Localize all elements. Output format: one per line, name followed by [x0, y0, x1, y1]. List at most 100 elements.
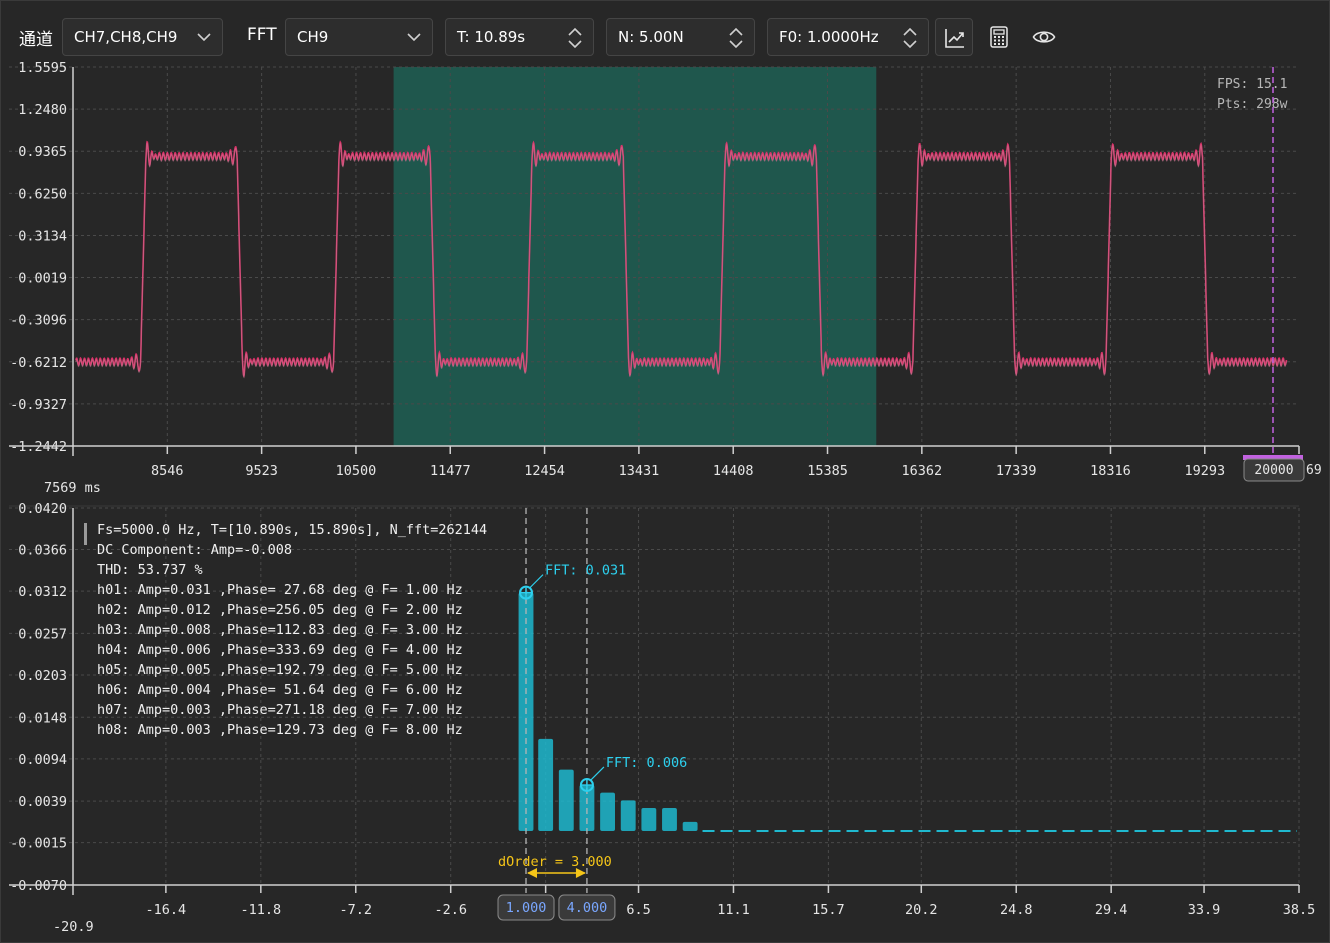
fft-bar — [579, 784, 595, 831]
fft-info-line: h05: Amp=0.005 ,Phase=192.79 deg @ F= 5.… — [97, 662, 463, 678]
fft-x-tick-label: 6.5 — [626, 902, 650, 918]
fft-cursor-tag — [497, 894, 555, 921]
fft-x-tick-label: -7.2 — [340, 902, 373, 918]
info-scroll-handle — [84, 523, 87, 545]
dorder-arrow-head-right — [575, 868, 586, 878]
fft-bar — [600, 792, 615, 831]
time-marker-tail-label: 69 — [1306, 463, 1322, 478]
n-spinbox[interactable]: N: 5.00N — [606, 18, 755, 56]
fft-x-tick-label: 20.2 — [905, 902, 938, 918]
time-marker-value: 20000 — [1254, 463, 1293, 478]
fft-x-start-label: -20.9 — [53, 919, 94, 935]
channel-label: 通道 — [19, 30, 53, 50]
dorder-label: dOrder = 3.000 — [498, 854, 612, 870]
time-x-start-label: 7569 ms — [44, 480, 101, 496]
dorder-arrow-head-left — [527, 868, 538, 878]
fft-cursor-leader — [529, 574, 544, 589]
time-x-tick-label: 15385 — [807, 463, 848, 479]
fft-x-tick-label: 38.5 — [1283, 902, 1316, 918]
ch8-signal-trace — [75, 142, 1287, 379]
fps-readout: FPS: 15.1 — [1217, 77, 1287, 92]
fft-cursor-tag-value: 4.000 — [567, 900, 608, 916]
time-marker-bar — [1243, 455, 1303, 460]
fft-cursor-marker — [519, 585, 534, 600]
time-y-tick-label: 1.2480 — [18, 102, 67, 118]
fft-info-line: THD: 53.737 % — [97, 562, 203, 578]
channel-select-value: CH7,CH8,CH9 — [74, 28, 178, 46]
fft-info-line: h07: Amp=0.003 ,Phase=271.18 deg @ F= 7.… — [97, 702, 463, 718]
fft-x-tick-label: -11.8 — [241, 902, 282, 918]
fft-cursor-tag — [558, 894, 616, 921]
fft-y-tick-label: 0.0420 — [18, 501, 67, 517]
fft-x-tick-label: -16.4 — [146, 902, 187, 918]
fft-cursor-leader — [590, 766, 605, 781]
fft-channel-select[interactable]: CH9 — [285, 18, 433, 56]
fft-x-tick-label: 15.7 — [812, 902, 845, 918]
f0-spinbox[interactable]: F0: 1.0000Hz — [767, 18, 929, 56]
fft-bar — [558, 769, 574, 831]
fft-info-line: h02: Amp=0.012 ,Phase=256.05 deg @ F= 2.… — [97, 602, 463, 618]
fft-info-line: h01: Amp=0.031 ,Phase= 27.68 deg @ F= 1.… — [97, 582, 463, 598]
fft-cursor-label: FFT: 0.006 — [606, 755, 687, 771]
time-y-tick-label: -0.9327 — [10, 397, 67, 413]
t-spinbox-value: T: 10.89s — [457, 28, 526, 46]
time-x-tick-label: 16362 — [902, 463, 943, 479]
fft-y-tick-label: 0.0094 — [18, 752, 67, 768]
fft-bar — [620, 800, 636, 831]
channel-select[interactable]: CH7,CH8,CH9 — [62, 18, 223, 56]
fft-info-line: h03: Amp=0.008 ,Phase=112.83 deg @ F= 3.… — [97, 622, 463, 638]
fft-bar — [538, 738, 554, 831]
time-y-tick-label: 0.0019 — [18, 271, 67, 287]
time-x-tick-label: 18316 — [1090, 463, 1131, 479]
time-x-tick-label: 17339 — [996, 463, 1037, 479]
fft-y-tick-label: 0.0312 — [18, 584, 67, 600]
fft-y-tick-label: 0.0366 — [18, 543, 67, 559]
fft-info-line: Fs=5000.0 Hz, T=[10.890s, 15.890s], N_ff… — [97, 522, 487, 538]
fft-y-tick-label: 0.0148 — [18, 710, 67, 726]
time-x-tick-label: 10500 — [336, 463, 377, 479]
fft-bar — [662, 808, 677, 831]
time-marker-tag — [1243, 458, 1305, 482]
fft-bar — [641, 808, 657, 831]
fft-y-tick-label: 0.0039 — [18, 794, 67, 810]
fft-cursor-label: FFT: 0.031 — [545, 563, 626, 579]
spin-arrows-icon[interactable] — [567, 26, 583, 50]
fft-y-tick-label: -0.0070 — [10, 878, 67, 894]
fft-info-line: DC Component: Amp=-0.008 — [97, 542, 292, 558]
t-spinbox[interactable]: T: 10.89s — [445, 18, 594, 56]
time-y-tick-label: 0.6250 — [18, 186, 67, 202]
fft-info-line: h06: Amp=0.004 ,Phase= 51.64 deg @ F= 6.… — [97, 682, 463, 698]
toolbar: 通道 CH7,CH8,CH9 FFT CH9 T: 10.89s N: 5.00… — [1, 1, 1330, 67]
time-y-tick-label: -0.6212 — [10, 355, 67, 371]
spin-arrows-icon[interactable] — [902, 26, 918, 50]
time-x-tick-label: 11477 — [430, 463, 471, 479]
chart-line-button[interactable] — [935, 18, 973, 56]
fft-x-tick-label: 11.1 — [717, 902, 750, 918]
fft-y-tick-label: 0.0257 — [18, 626, 67, 642]
fft-info-line: h08: Amp=0.003 ,Phase=129.73 deg @ F= 8.… — [97, 722, 463, 738]
calculator-button[interactable] — [980, 18, 1018, 56]
n-spinbox-value: N: 5.00N — [618, 28, 684, 46]
spin-arrows-icon[interactable] — [728, 26, 744, 50]
fft-window-selection — [393, 67, 877, 446]
calculator-icon — [990, 26, 1008, 48]
time-x-tick-label: 14408 — [713, 463, 754, 479]
time-y-tick-label: -0.3096 — [10, 313, 67, 329]
eye-button[interactable] — [1025, 18, 1063, 56]
chevron-down-icon — [197, 33, 211, 42]
fft-grid: 0.0420 0.0366 0.0312 0.0257 0.0203 0.0148 0.00… — [9, 501, 1315, 918]
fft-cursor-marker — [579, 777, 594, 792]
time-y-tick-label: -1.2442 — [10, 439, 67, 455]
time-x-tick-label: 13431 — [619, 463, 660, 479]
time-x-tick-label: 19293 — [1184, 463, 1225, 479]
fft-x-tick-label: 29.4 — [1095, 902, 1128, 918]
f0-spinbox-value: F0: 1.0000Hz — [779, 28, 879, 46]
fft-info-line: h04: Amp=0.006 ,Phase=333.69 deg @ F= 4.… — [97, 642, 463, 658]
time-x-tick-label: 12454 — [524, 463, 565, 479]
points-readout: Pts: 298w — [1217, 97, 1288, 112]
fft-bar — [682, 821, 698, 831]
chevron-down-icon — [407, 33, 421, 42]
time-x-tick-label: 9523 — [245, 463, 278, 479]
fft-channel-value: CH9 — [297, 28, 329, 46]
